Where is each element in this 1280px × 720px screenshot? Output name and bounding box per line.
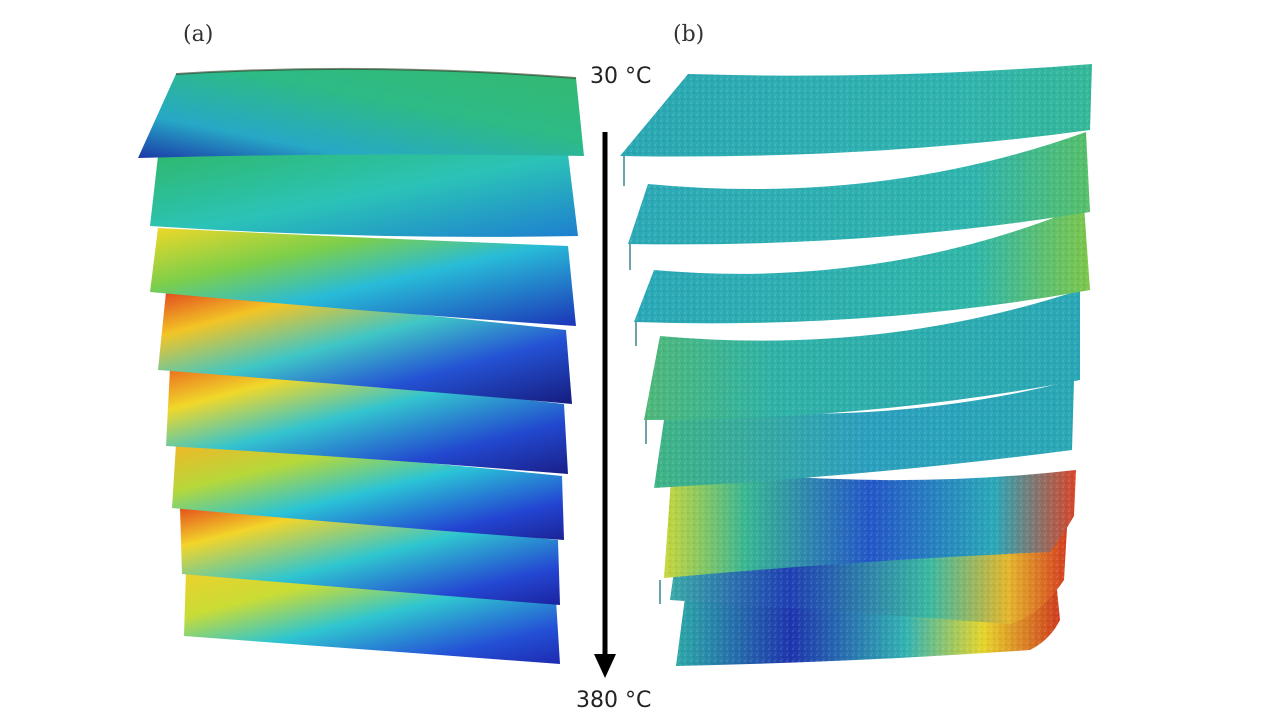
- panel-a-surfaces: [138, 67, 584, 664]
- panel-a-top-edge: [175, 67, 577, 79]
- panel-b-layer-1-texture: [620, 64, 1092, 157]
- panel-b-label: (b): [673, 22, 705, 47]
- panel-b-layer-6-texture: [664, 466, 1076, 578]
- panel-a-layer-3: [150, 228, 576, 326]
- panel-b-layer-2-texture: [628, 132, 1090, 245]
- arrow-head: [594, 654, 616, 678]
- panel-a-layer-1: [138, 68, 584, 158]
- panel-b-layer-4-texture: [644, 290, 1080, 420]
- panel-b-layer-5-texture: [654, 380, 1074, 488]
- panel-a-label: (a): [183, 22, 214, 47]
- temperature-start-label: 30 °C: [590, 64, 652, 89]
- panel-a-layer-2: [150, 152, 578, 237]
- panel-b-surfaces: [620, 64, 1092, 666]
- temperature-end-label: 380 °C: [576, 688, 652, 713]
- panel-a-layer-4: [158, 292, 572, 404]
- temperature-arrow: [594, 132, 616, 678]
- panel-b-layer-3-texture: [634, 206, 1090, 324]
- panel-a-layer-6: [172, 444, 564, 540]
